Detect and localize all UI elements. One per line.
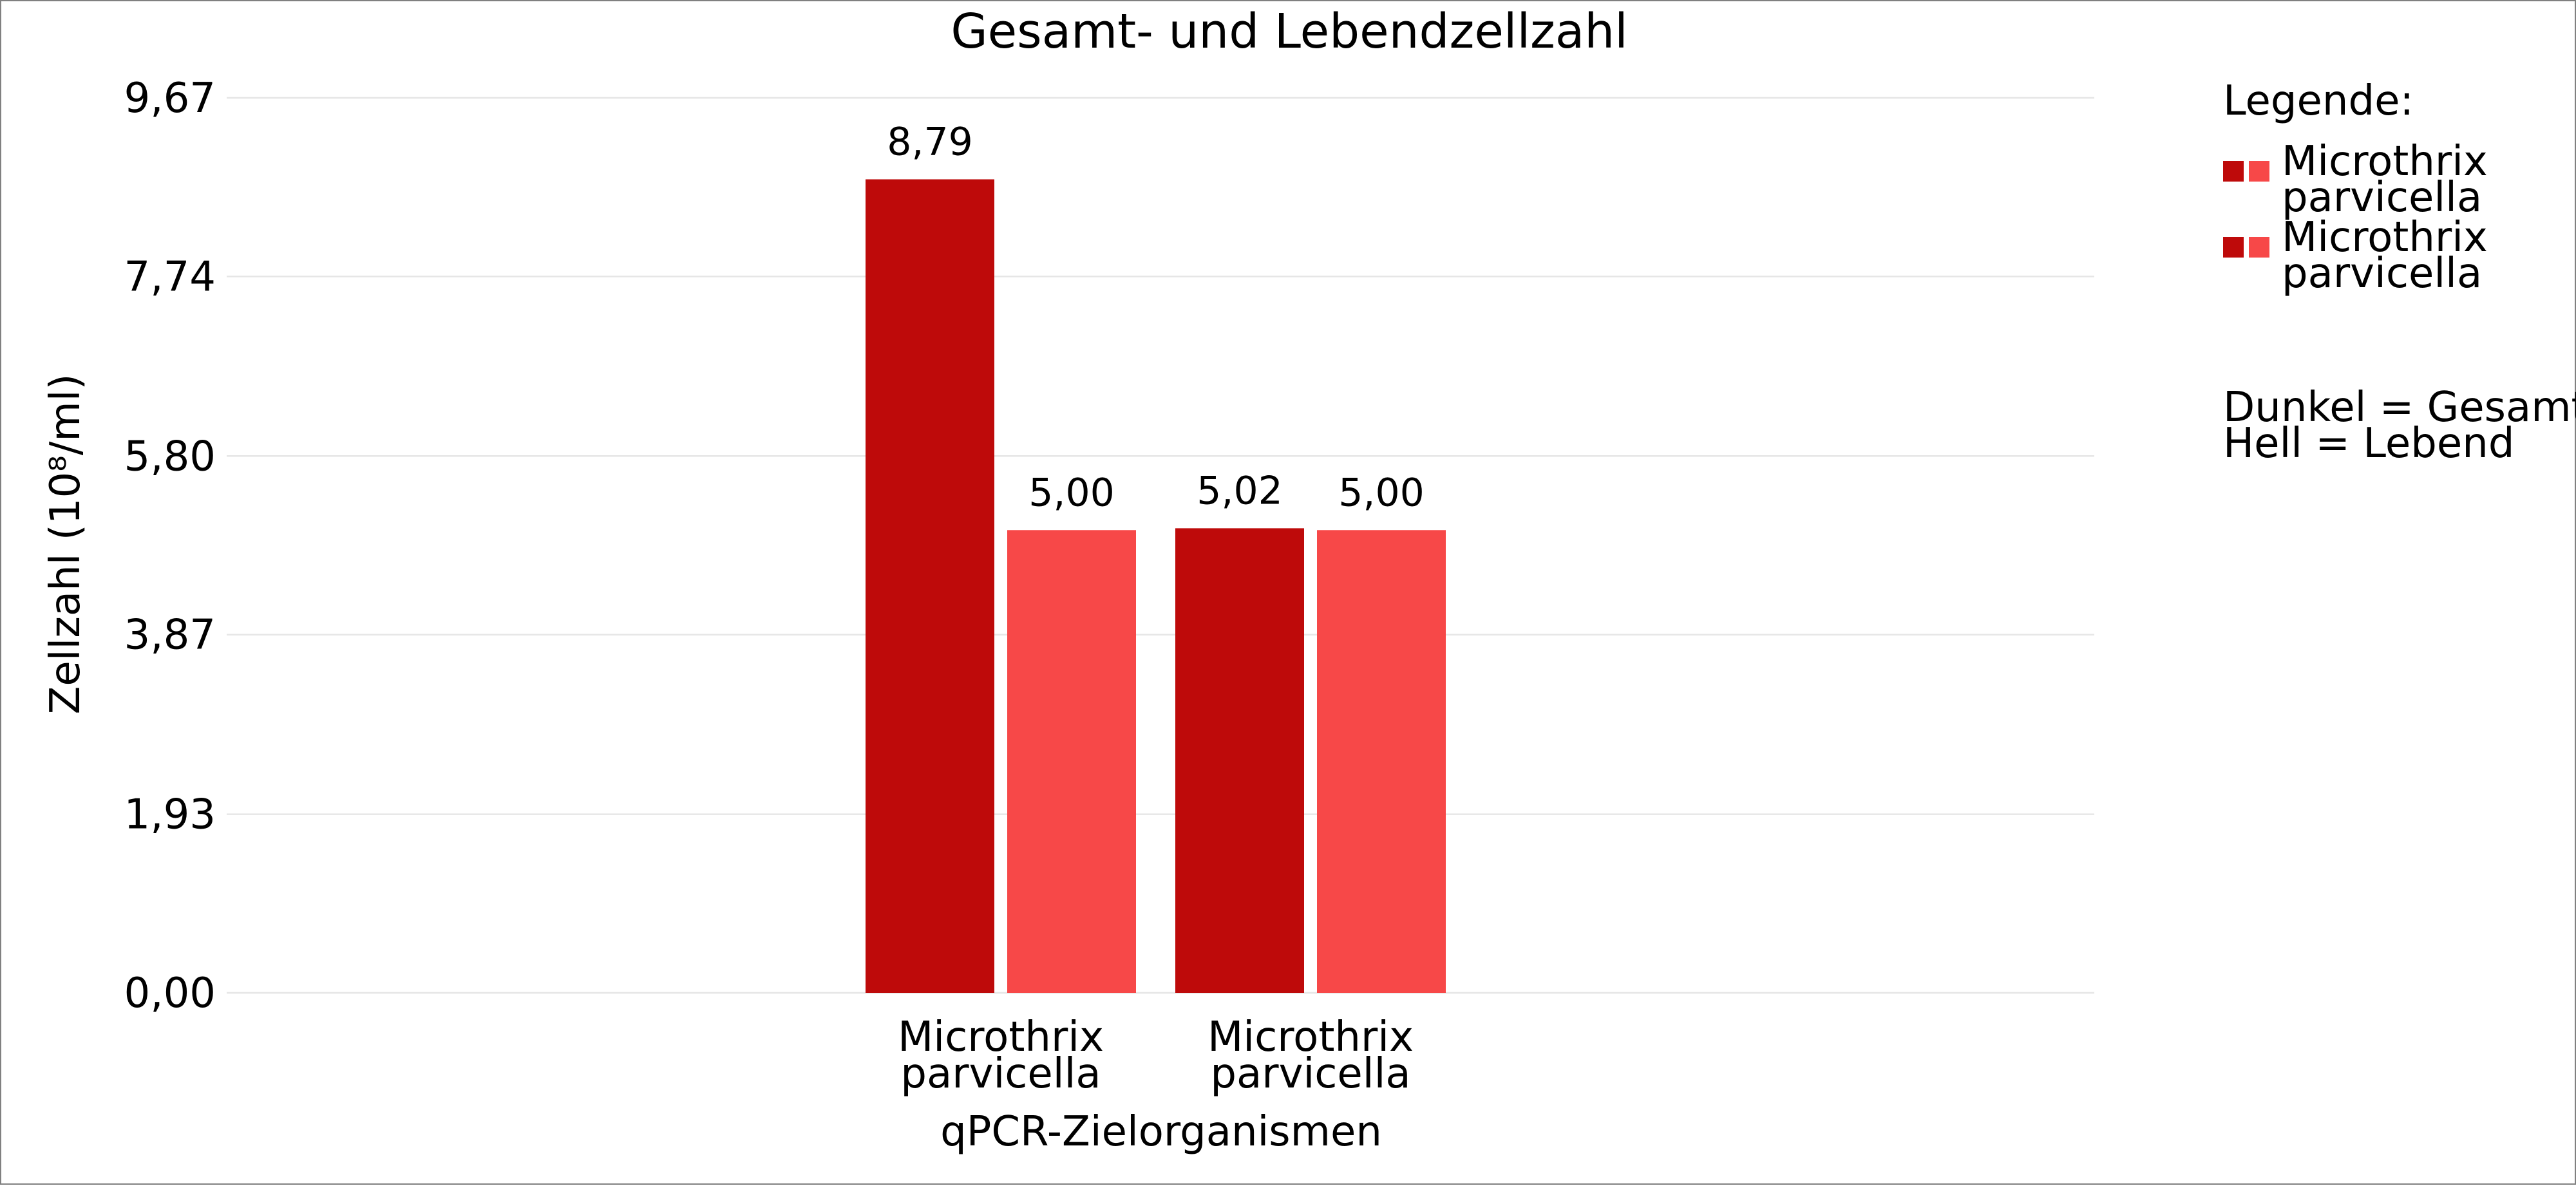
bar-gesamt	[866, 179, 994, 993]
data-label: 5,00	[1338, 470, 1425, 515]
legend-note: Hell = Lebend	[2223, 420, 2514, 467]
grid-layer	[227, 97, 2094, 994]
legend-swatch	[2249, 161, 2269, 182]
data-label: 5,02	[1197, 468, 1283, 513]
axis-layer: 0,00 1,93 3,87 5,80 7,74 9,67 Microthrix parvic…	[124, 75, 1414, 1098]
legend-swatch	[2223, 161, 2244, 182]
x-tick-label: Microthrix parvicella	[898, 1013, 1104, 1098]
bar-lebend	[1317, 530, 1446, 993]
legend-entry-label: Microthrix parvicella	[2282, 138, 2488, 221]
legend-title: Legende:	[2223, 77, 2414, 125]
chart-title: Gesamt- und Lebendzellzahl	[951, 4, 1627, 59]
x-tick-label: Microthrix parvicella	[1208, 1013, 1414, 1098]
data-label: 8,79	[887, 119, 973, 164]
y-axis-label: Zellzahl (10⁸/ml)	[42, 374, 90, 715]
bar-gesamt	[1175, 528, 1304, 993]
y-tick-label: 3,87	[124, 612, 216, 659]
bar-lebend	[1007, 530, 1136, 993]
legend-swatch	[2223, 237, 2244, 258]
y-tick-label: 7,74	[124, 253, 216, 301]
label-layer: 8,79 5,00 5,02 5,00	[887, 119, 1425, 515]
y-tick-label: 1,93	[124, 791, 216, 839]
legend-note: Dunkel = Gesamt	[2223, 384, 2576, 431]
x-axis-label: qPCR-Zielorganismen	[940, 1108, 1382, 1156]
data-label: 5,00	[1028, 470, 1115, 515]
legend-swatch	[2249, 237, 2269, 258]
legend-entry-label: Microthrix parvicella	[2282, 214, 2488, 297]
y-tick-label: 0,00	[124, 970, 216, 1017]
y-tick-label: 9,67	[124, 75, 216, 122]
y-tick-label: 5,80	[124, 433, 216, 480]
bar-layer	[866, 179, 1446, 993]
